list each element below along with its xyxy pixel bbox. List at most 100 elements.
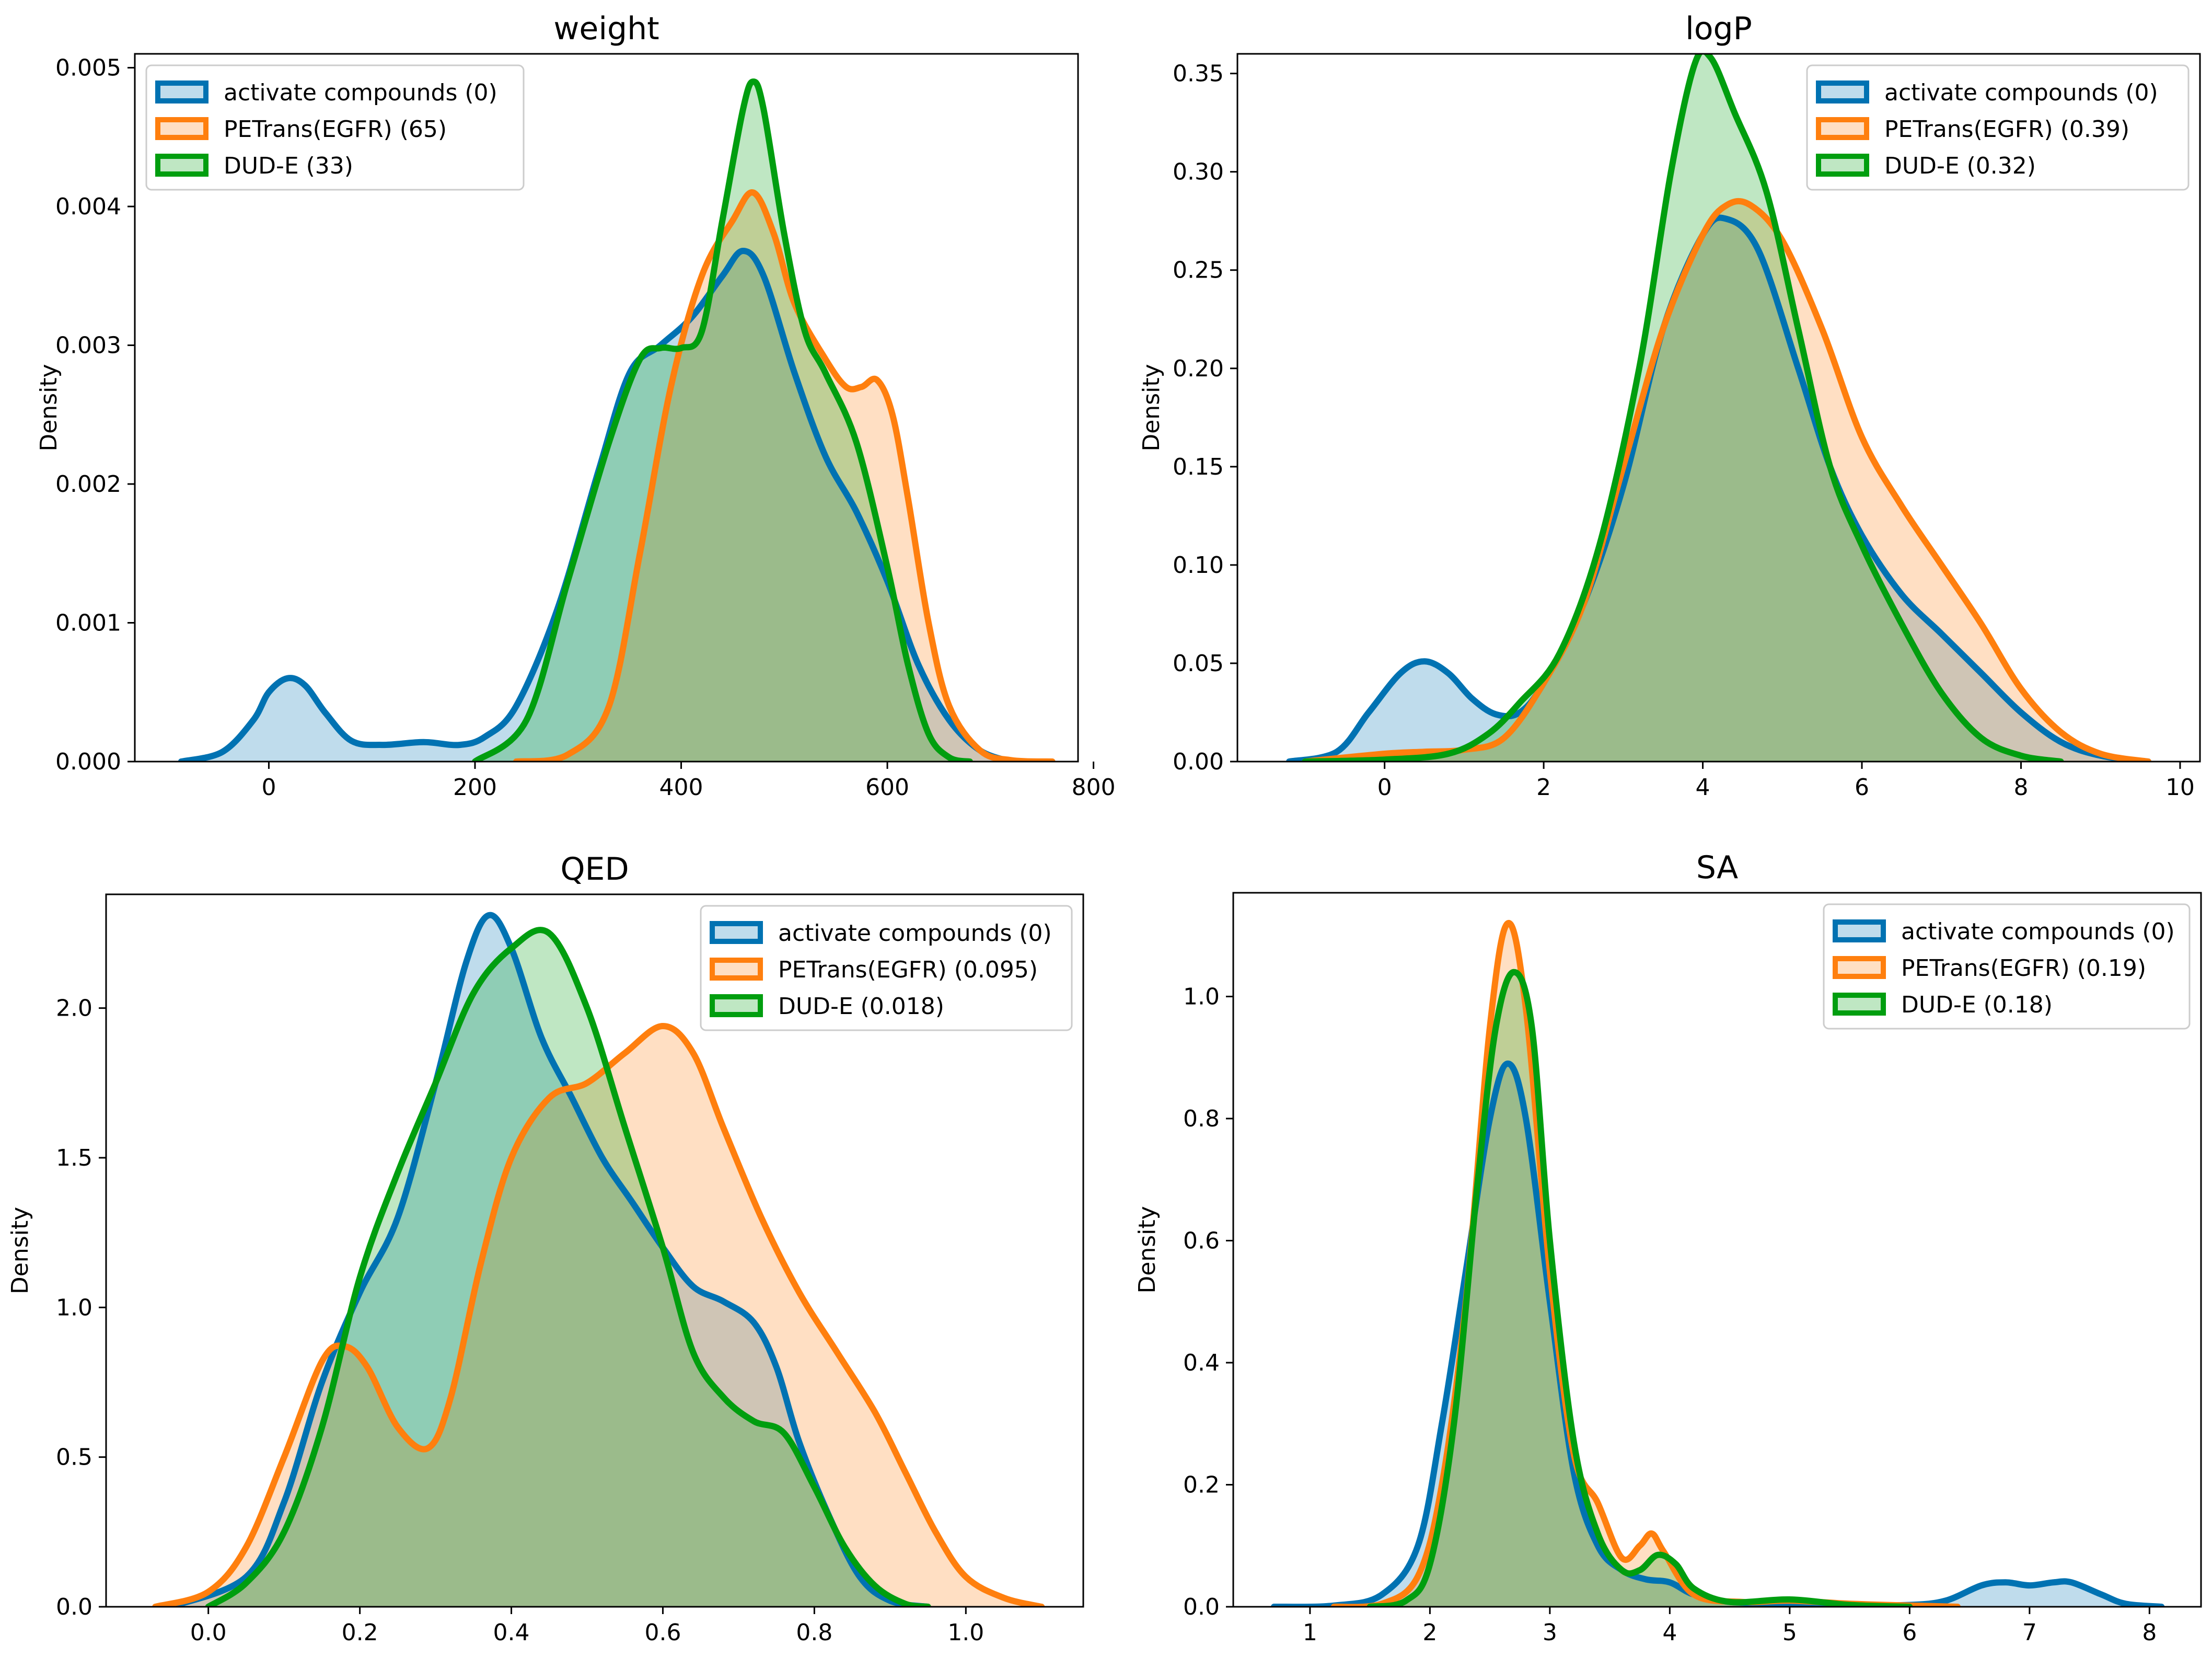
legend-swatch-fill xyxy=(1835,995,1883,1013)
legend-label: activate compounds (0) xyxy=(224,79,497,106)
legend: activate compounds (0) PETrans(EGFR) (0.1… xyxy=(1823,903,2191,1030)
x-tick-label: 0.0 xyxy=(190,1619,227,1646)
axes-frame xyxy=(105,893,1084,1608)
y-tick-label: 1.5 xyxy=(56,1145,92,1171)
y-axis-label: Density xyxy=(1138,364,1165,451)
density-line-series-2 xyxy=(472,78,973,762)
legend-swatch-fill xyxy=(158,156,206,174)
y-tick-label: 0.00 xyxy=(1173,749,1224,775)
x-tick-label: 0.8 xyxy=(796,1619,832,1646)
chart-title: logP xyxy=(1685,10,1752,47)
x-tick-label: 8 xyxy=(2013,774,2028,801)
density-fill-series-0 xyxy=(1274,1063,2162,1607)
x-tick-label: 0.2 xyxy=(342,1619,378,1646)
chart-title: QED xyxy=(560,851,629,888)
y-tick-label: 1.0 xyxy=(1183,983,1220,1010)
chart-title: weight xyxy=(553,10,659,47)
legend-label: DUD-E (33) xyxy=(224,153,353,179)
legend-label: DUD-E (0.18) xyxy=(1901,992,2053,1018)
x-tick-label: 200 xyxy=(453,774,497,801)
legend-swatch-1 xyxy=(1816,117,1869,140)
density-line-series-2 xyxy=(1366,969,1913,1607)
legend-label: activate compounds (0) xyxy=(1901,918,2175,945)
density-fill-series-2 xyxy=(208,930,928,1607)
legend-swatch-0 xyxy=(1833,919,1886,942)
y-axis-label: Density xyxy=(1134,1206,1161,1293)
density-line-series-0 xyxy=(178,248,1014,762)
x-tick-label: 4 xyxy=(1662,1619,1677,1646)
legend-swatch-fill xyxy=(1819,83,1867,101)
axes-frame xyxy=(1236,53,2201,763)
y-tick-label: 0.5 xyxy=(56,1444,92,1471)
x-tick-label: 2 xyxy=(1536,774,1551,801)
legend-swatch-fill xyxy=(712,924,760,941)
plot-area xyxy=(178,78,1056,762)
legend-box xyxy=(1806,64,2190,191)
legend-swatch-1 xyxy=(710,958,763,981)
y-tick-label: 0.2 xyxy=(1183,1471,1220,1498)
chart-panel-weight: weight Density 0 200 400 600 800 0.000 0.001 0.00… xyxy=(36,10,1116,801)
y-tick-label: 0.001 xyxy=(55,610,121,637)
density-line-series-1 xyxy=(152,1023,1045,1607)
density-fill-series-0 xyxy=(1289,217,2148,762)
y-tick-label: 0.0 xyxy=(1183,1594,1220,1620)
x-tick-label: 2 xyxy=(1422,1619,1437,1646)
density-fill-series-2 xyxy=(475,82,970,762)
legend-swatch-2 xyxy=(710,994,763,1017)
y-tick-label: 0.002 xyxy=(55,471,121,498)
legend-swatch-fill xyxy=(1819,156,1867,174)
chart-panel-sa: SA Density 1 2 3 4 5 6 7 8 0.0 0.2 0.4 0.6 0.8 1.0 activ… xyxy=(1134,849,2202,1646)
y-axis-label: Density xyxy=(7,1207,33,1294)
legend: activate compounds (0) PETrans(EGFR) (0.3… xyxy=(1806,64,2190,191)
legend-swatch-fill xyxy=(158,83,206,101)
y-tick-label: 0.10 xyxy=(1173,552,1224,579)
legend-label: PETrans(EGFR) (0.39) xyxy=(1884,116,2129,143)
legend-swatch-0 xyxy=(710,921,763,944)
legend-label: PETrans(EGFR) (65) xyxy=(224,116,447,143)
y-axis-label: Density xyxy=(36,364,62,451)
x-tick-label: 0 xyxy=(261,774,276,801)
chart-panel-qed: QED Density 0.0 0.2 0.4 0.6 0.8 1.0 0.0 0.5 1.0 1.5… xyxy=(7,851,1084,1646)
y-tick-label: 0.25 xyxy=(1173,257,1224,284)
legend-label: activate compounds (0) xyxy=(1884,79,2158,106)
y-tick-label: 0.15 xyxy=(1173,454,1224,480)
legend-label: activate compounds (0) xyxy=(778,920,1052,947)
y-tick-label: 0.6 xyxy=(1183,1227,1220,1254)
legend-swatch-fill xyxy=(1835,959,1883,976)
axes-frame xyxy=(134,53,1079,763)
y-tick-label: 0.20 xyxy=(1173,355,1224,382)
legend-label: PETrans(EGFR) (0.19) xyxy=(1901,955,2146,982)
y-tick-label: 0.35 xyxy=(1173,61,1224,87)
y-tick-label: 0.0 xyxy=(56,1594,92,1620)
y-tick-label: 1.0 xyxy=(56,1294,92,1321)
density-fill-series-1 xyxy=(155,1026,1042,1607)
density-fill-series-2 xyxy=(1370,972,1910,1607)
density-line-series-2 xyxy=(1302,54,2064,762)
y-tick-label: 0.30 xyxy=(1173,159,1224,186)
plot-area xyxy=(1271,920,2165,1607)
legend-swatch-fill xyxy=(1819,120,1867,137)
y-tick-label: 2.0 xyxy=(56,995,92,1022)
legend-swatch-fill xyxy=(712,960,760,978)
legend-swatch-fill xyxy=(712,997,760,1015)
x-tick-label: 1.0 xyxy=(947,1619,984,1646)
x-tick-label: 3 xyxy=(1543,1619,1557,1646)
x-tick-label: 4 xyxy=(1696,774,1710,801)
plot-area xyxy=(152,912,1045,1607)
legend-label: DUD-E (0.018) xyxy=(778,993,944,1020)
y-tick-label: 0.005 xyxy=(55,55,121,82)
density-fill-series-1 xyxy=(516,192,1052,762)
legend-box xyxy=(145,64,525,191)
density-line-series-1 xyxy=(1302,198,2151,762)
x-tick-label: 400 xyxy=(659,774,703,801)
legend-swatch-fill xyxy=(158,120,206,137)
x-tick-label: 600 xyxy=(865,774,909,801)
x-tick-label: 7 xyxy=(2022,1619,2037,1646)
x-tick-label: 0 xyxy=(1377,774,1392,801)
y-tick-label: 0.004 xyxy=(55,193,121,220)
x-tick-label: 8 xyxy=(2142,1619,2157,1646)
legend-label: PETrans(EGFR) (0.095) xyxy=(778,957,1038,983)
legend: activate compounds (0) PETrans(EGFR) (65)… xyxy=(145,64,525,191)
density-line-series-0 xyxy=(1271,1060,2165,1607)
